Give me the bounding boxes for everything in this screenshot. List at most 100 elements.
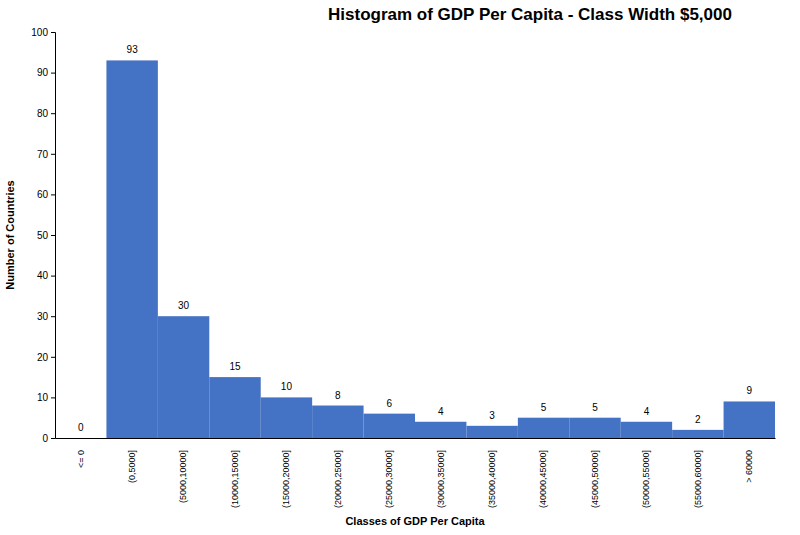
bar <box>312 406 363 438</box>
x-tick-label: (0,5000] <box>127 450 137 483</box>
title: Histogram of GDP Per Capita - Class Widt… <box>328 5 732 24</box>
y-tick-label: 100 <box>31 27 48 38</box>
bar <box>261 397 312 438</box>
data-label: 2 <box>695 414 701 425</box>
data-label: 10 <box>281 381 293 392</box>
y-tick: 60 <box>37 189 55 200</box>
y-tick-mark <box>51 113 55 114</box>
data-label: 4 <box>438 406 444 417</box>
y-tick-label: 50 <box>37 230 49 241</box>
y-axis-title: Number of Countries <box>4 180 16 289</box>
x-tick-label: (40000,45000] <box>538 450 548 508</box>
data-label: 0 <box>78 422 84 433</box>
x-tick: <= 0 <box>76 450 86 468</box>
y-tick-label: 0 <box>42 433 48 444</box>
y-tick: 0 <box>42 433 55 444</box>
y-tick-label: 80 <box>37 108 49 119</box>
x-tick: (35000,40000] <box>487 450 497 508</box>
x-tick: > 60000 <box>744 450 754 483</box>
x-tick-label: (30000,35000] <box>436 450 446 508</box>
y-tick-mark <box>51 154 55 155</box>
y-tick-mark <box>51 316 55 317</box>
x-axis-line <box>56 438 776 439</box>
bar <box>672 430 723 438</box>
x-tick: (20000,25000] <box>333 450 343 508</box>
y-tick-label: 90 <box>37 67 49 78</box>
y-tick-label: 10 <box>37 392 49 403</box>
x-axis-title: Classes of GDP Per Capita <box>345 515 485 527</box>
x-tick: (50000,55000] <box>641 450 651 508</box>
y-tick: 70 <box>37 149 55 160</box>
y-tick: 20 <box>37 352 55 363</box>
y-tick: 100 <box>31 27 55 38</box>
bar <box>158 316 209 438</box>
x-tick: (15000,20000] <box>281 450 291 508</box>
y-tick: 10 <box>37 392 55 403</box>
y-tick-mark <box>51 357 55 358</box>
y-tick-mark <box>51 235 55 236</box>
y-axis: 0 10 20 30 40 50 60 70 80 90 100 <box>31 27 55 444</box>
x-axis: <= 0 (0,5000] (5000,10000] (10000,15000] (15… <box>56 439 776 509</box>
y-tick: 30 <box>37 311 55 322</box>
y-axis-line <box>51 33 56 439</box>
bar <box>518 418 569 438</box>
y-tick-label: 60 <box>37 189 49 200</box>
data-label: 4 <box>644 406 650 417</box>
bar <box>569 418 620 438</box>
bars <box>106 60 775 438</box>
data-label: 5 <box>592 402 598 413</box>
x-tick: (30000,35000] <box>436 450 446 508</box>
x-tick-label: (5000,10000] <box>178 450 188 503</box>
x-tick-label: (25000,30000] <box>384 450 394 508</box>
chart: 0102030405060708090100<= 0(0,5000](5000,… <box>0 0 800 535</box>
y-tick-label: 70 <box>37 149 49 160</box>
y-tick-mark <box>51 32 55 33</box>
data-label: 6 <box>387 398 393 409</box>
x-tick: (25000,30000] <box>384 450 394 508</box>
x-tick-label: (10000,15000] <box>230 450 240 508</box>
y-tick-mark <box>51 73 55 74</box>
plot-area: 0102030405060708090100<= 0(0,5000](5000,… <box>31 27 775 508</box>
x-tick: (0,5000] <box>127 450 137 483</box>
data-label: 30 <box>178 300 190 311</box>
bar <box>106 60 157 438</box>
bar <box>724 401 775 438</box>
bar <box>364 414 415 438</box>
data-label: 5 <box>541 402 547 413</box>
x-tick-label: (15000,20000] <box>281 450 291 508</box>
y-tick-mark <box>51 438 55 439</box>
x-tick-label: > 60000 <box>744 450 754 483</box>
y-tick-mark <box>51 194 55 195</box>
x-tick: (10000,15000] <box>230 450 240 508</box>
data-labels: 0 93 30 15 10 8 6 4 3 5 5 4 2 9 <box>78 44 753 433</box>
y-tick: 80 <box>37 108 55 119</box>
bar <box>55 438 106 439</box>
x-tick: (40000,45000] <box>538 450 548 508</box>
x-tick: (5000,10000] <box>178 450 188 503</box>
y-tick-mark <box>51 276 55 277</box>
x-tick: (45000,50000] <box>590 450 600 508</box>
data-label: 15 <box>229 361 241 372</box>
x-tick-label: (50000,55000] <box>641 450 651 508</box>
data-label: 93 <box>127 44 139 55</box>
x-tick: (55000,60000] <box>693 450 703 508</box>
bar <box>209 377 260 438</box>
y-tick-mark <box>51 397 55 398</box>
bar <box>415 422 466 438</box>
y-tick-label: 40 <box>37 270 49 281</box>
bar <box>621 422 672 438</box>
y-tick-label: 30 <box>37 311 49 322</box>
y-tick-label: 20 <box>37 352 49 363</box>
y-tick: 40 <box>37 270 55 281</box>
x-tick-label: (20000,25000] <box>333 450 343 508</box>
data-label: 3 <box>489 410 495 421</box>
x-tick-label: <= 0 <box>76 450 86 468</box>
x-tick-label: (45000,50000] <box>590 450 600 508</box>
x-tick-label: (55000,60000] <box>693 450 703 508</box>
data-label: 9 <box>747 385 753 396</box>
x-tick-label: (35000,40000] <box>487 450 497 508</box>
y-tick: 90 <box>37 67 55 78</box>
data-label: 8 <box>335 390 341 401</box>
bar <box>466 426 517 438</box>
y-tick: 50 <box>37 230 55 241</box>
